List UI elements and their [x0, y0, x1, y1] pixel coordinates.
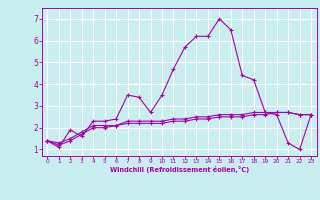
X-axis label: Windchill (Refroidissement éolien,°C): Windchill (Refroidissement éolien,°C)	[109, 166, 249, 173]
